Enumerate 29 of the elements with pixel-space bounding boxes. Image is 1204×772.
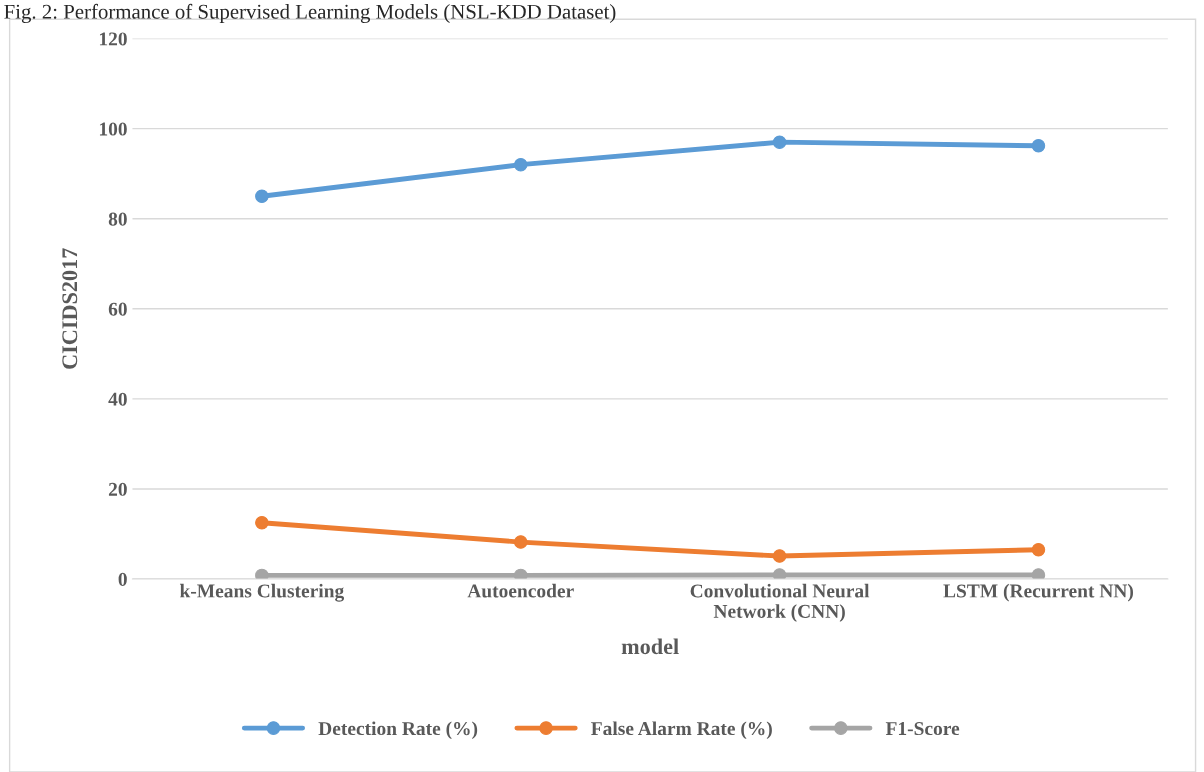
point	[1031, 568, 1046, 579]
y-tick-label: 0	[118, 572, 127, 586]
y-tick-label: 20	[108, 482, 127, 496]
y-tick-label: 100	[99, 122, 127, 136]
point	[255, 515, 269, 530]
point	[772, 568, 787, 579]
x-axis-title: model	[621, 638, 679, 655]
point	[772, 135, 787, 149]
y-tick-label: 40	[108, 392, 127, 406]
legend-label: False Alarm Rate (%)	[591, 721, 772, 740]
chart-title: Fig. 2: Performance of Supervised Learning Models (NSL-KDD Dataset)	[4, 3, 616, 24]
y-axis-title: CICIDS2017	[62, 248, 78, 369]
point	[513, 535, 528, 549]
point	[772, 549, 787, 563]
x-tick-label: Autoencoder	[467, 583, 574, 598]
x-tick-label: LSTM (Recurrent NN)	[943, 583, 1133, 602]
point	[1031, 139, 1046, 153]
point	[513, 568, 528, 579]
point	[255, 189, 269, 203]
y-tick-label: 60	[108, 302, 127, 316]
y-tick-label: 80	[108, 212, 127, 226]
x-tick-label: k-Means Clustering	[179, 583, 345, 602]
point	[513, 157, 528, 172]
point	[1031, 542, 1046, 557]
y-tick-label: 120	[99, 32, 127, 46]
point	[255, 568, 269, 579]
legend-label: Detection Rate (%)	[318, 721, 478, 740]
legend-label: F1-Score	[885, 722, 960, 736]
x-tick-label: Convolutional Neural Network (CNN)	[690, 583, 870, 622]
